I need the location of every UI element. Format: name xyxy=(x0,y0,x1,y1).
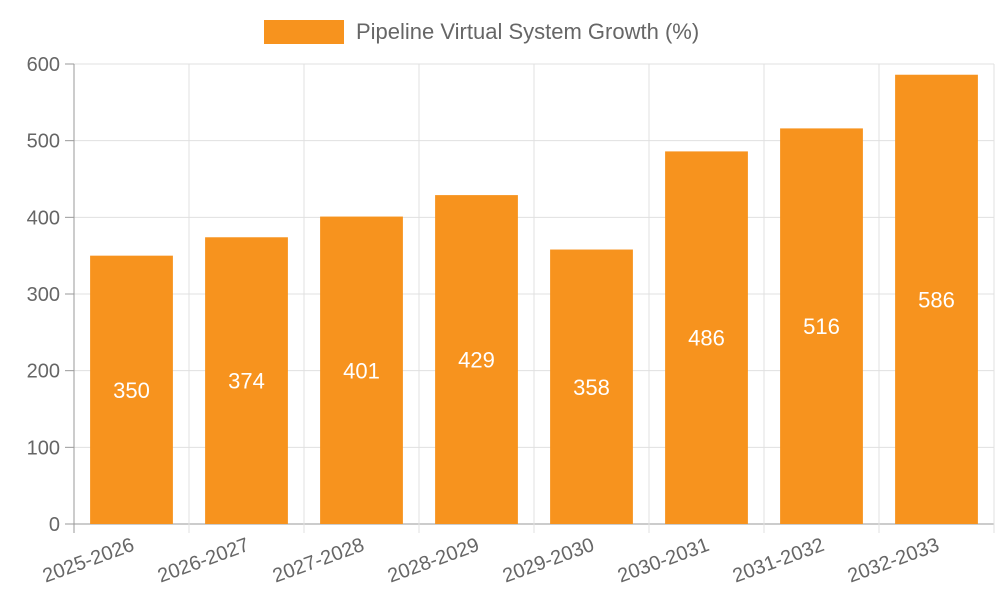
legend[interactable]: Pipeline Virtual System Growth (%) xyxy=(264,19,699,44)
y-tick-label: 400 xyxy=(27,207,60,229)
data-label: 374 xyxy=(228,369,265,394)
bar[interactable] xyxy=(205,237,288,524)
x-tick-label: 2030-2031 xyxy=(615,534,712,587)
y-tick-label: 300 xyxy=(27,284,60,306)
x-tick-label: 2028-2029 xyxy=(385,534,482,587)
y-tick-label: 500 xyxy=(27,131,60,153)
legend-swatch xyxy=(264,20,344,44)
bar[interactable] xyxy=(780,128,863,524)
x-tick-label: 2031-2032 xyxy=(730,534,827,587)
y-axis: 0 100 200 300 400 500 600 xyxy=(27,54,75,536)
y-tick-label: 0 xyxy=(49,514,60,536)
bar[interactable] xyxy=(895,74,978,524)
data-label: 486 xyxy=(688,326,725,351)
legend-label: Pipeline Virtual System Growth (%) xyxy=(356,19,699,44)
x-tick-label: 2032-2033 xyxy=(845,534,942,587)
data-label: 401 xyxy=(343,358,380,383)
x-tick-label: 2026-2027 xyxy=(155,534,252,587)
data-label: 429 xyxy=(458,348,495,373)
bars xyxy=(90,74,978,525)
x-tick-label: 2025-2026 xyxy=(40,534,137,587)
y-tick-label: 600 xyxy=(27,54,60,76)
y-tick-label: 100 xyxy=(27,437,60,459)
data-label: 358 xyxy=(573,375,610,400)
bar[interactable] xyxy=(665,151,748,524)
x-tick-label: 2027-2028 xyxy=(270,534,367,587)
bar[interactable] xyxy=(90,255,173,524)
data-labels: 350 374 401 429 358 486 516 586 xyxy=(113,287,955,402)
x-axis: 2025-2026 2026-2027 2027-2028 2028-2029 2029… xyxy=(40,534,942,587)
x-tick-label: 2029-2030 xyxy=(500,534,597,587)
y-tick-label: 200 xyxy=(27,361,60,383)
bar[interactable] xyxy=(435,195,518,524)
data-label: 350 xyxy=(113,378,150,403)
bar[interactable] xyxy=(320,216,403,525)
bar[interactable] xyxy=(550,249,633,525)
data-label: 586 xyxy=(918,287,955,312)
data-label: 516 xyxy=(803,314,840,339)
